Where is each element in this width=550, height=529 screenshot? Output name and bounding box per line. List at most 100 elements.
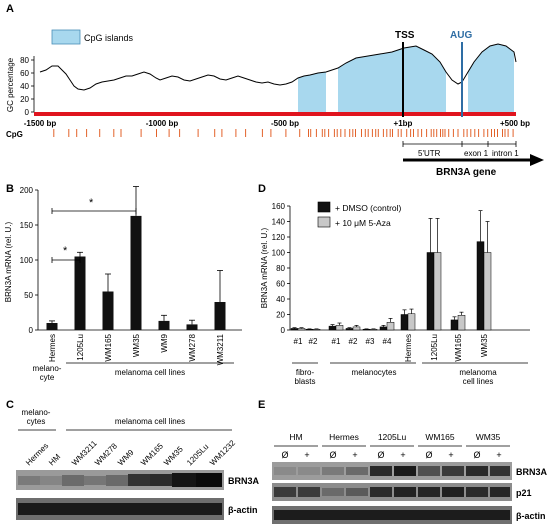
legend-aza-swatch (317, 216, 331, 228)
panel-b-xlabel-1205Lu: 1205Lu (76, 334, 85, 361)
xtick-minus1500: -1500 bp (24, 119, 57, 128)
panel-d-group-melanoma-l2: cell lines (463, 377, 494, 386)
xtick-minus500: -500 bp (271, 119, 299, 128)
panel-a-ytick-60: 60 (20, 69, 29, 78)
treat-minus-1205Lu: Ø (377, 450, 384, 460)
blot-e-brn3a-bands (274, 466, 510, 476)
bar-1205Lu-dmso (426, 252, 435, 331)
cpg-island-legend-swatch (51, 29, 81, 45)
panel-b-xlabel-WM3211: WM3211 (216, 333, 225, 365)
panel-b-yticks: 0 50 100 150 200 (20, 186, 38, 335)
panel-a-yticks: 0 20 40 60 80 (20, 56, 34, 117)
panel-d-ytick-label: 60 (276, 280, 285, 289)
bar-#1-dmso (290, 328, 299, 331)
panel-d-xlabel-#2: #2 (309, 337, 318, 346)
lane-label-HM: HM (47, 452, 62, 467)
blot-e-p21-label: p21 (516, 488, 532, 498)
bar-#2-aza (352, 326, 361, 331)
lane-label-WM9: WM9 (116, 447, 136, 467)
group-label-1205Lu: 1205Lu (378, 432, 407, 442)
bar-WM165-aza (457, 315, 466, 331)
panel-d-xlabel-#4: #4 (383, 337, 392, 346)
panel-a-ytick-0: 0 (25, 108, 30, 117)
panel-a-ytick-20: 20 (20, 95, 29, 104)
xtick-plus1: +1bp (394, 119, 413, 128)
bar-WM35-dmso (476, 241, 485, 331)
lane-label-1205Lu: 1205Lu (185, 442, 210, 467)
bar-WM278 (186, 324, 198, 330)
panel-a-xticks: -1500 bp -1000 bp -500 bp +1bp +500 bp (24, 119, 530, 128)
bar-#2-dmso (345, 328, 354, 331)
panel-d-xlabel-1205Lu: 1205Lu (430, 334, 439, 361)
gene-structure (402, 141, 517, 147)
panel-c-group-melanoma: melanoma cell lines (115, 417, 185, 426)
treat-minus-HM: Ø (281, 450, 288, 460)
panel-e-letter: E (258, 399, 265, 411)
blot-c-actin-bands (18, 503, 222, 515)
legend-dmso-swatch (317, 201, 331, 213)
panel-b-ylabel: BRN3A mRNA (rel. U.) (4, 221, 13, 302)
bar-Hermes-aza (407, 313, 416, 331)
blot-e-brn3a-label: BRN3A (516, 467, 548, 477)
gene-arrow-head (530, 154, 544, 166)
sig-star-1: * (63, 245, 68, 257)
treat-plus-1205Lu: + (400, 450, 405, 460)
panel-d-ytick-label: 80 (276, 264, 285, 273)
bar-WM165-dmso (450, 319, 459, 331)
gene-label: BRN3A gene (436, 167, 497, 178)
panel-d-ytick-label: 100 (272, 249, 286, 258)
treat-plus-Hermes: + (352, 450, 357, 460)
panel-d-ytick-label: 20 (276, 311, 285, 320)
bar-#2-aza (312, 328, 321, 331)
treat-plus-HM: + (304, 450, 309, 460)
panel-d-group-melanocytes: melanocytes (352, 368, 397, 377)
treat-plus-WM35: + (496, 450, 501, 460)
bar-#4-dmso (379, 326, 388, 331)
xtick-minus1000: -1000 bp (146, 119, 179, 128)
panel-d-xlabel-WM35: WM35 (480, 333, 489, 357)
treat-minus-Hermes: Ø (329, 450, 336, 460)
lane-label-WM165: WM165 (139, 441, 165, 467)
panel-d-letter: D (258, 183, 266, 195)
bar-#1-aza (297, 328, 306, 331)
bar-#4-aza (386, 322, 395, 331)
panel-d-group-fibro-l2: blasts (295, 377, 316, 386)
tss-label: TSS (395, 30, 415, 41)
panel-b-ytick-label: 150 (20, 221, 34, 230)
bar-Hermes-dmso (400, 314, 409, 331)
treat-minus-WM165: Ø (425, 450, 432, 460)
panel-b-ytick-label: 100 (20, 256, 34, 265)
panel-d-ytick-label: 40 (276, 295, 285, 304)
intron-label: intron 1 (492, 149, 519, 158)
panel-a-letter: A (6, 3, 14, 15)
aug-label: AUG (450, 30, 472, 41)
legend-dmso-label: + DMSO (control) (335, 203, 402, 213)
panel-d-xlabel-Hermes: Hermes (404, 334, 413, 362)
panel-c-group-melanocytes-l2: cytes (27, 417, 46, 426)
bar-WM35 (130, 215, 142, 330)
sig-bracket-2 (51, 208, 137, 214)
panel-d-group-melanoma-l1: melanoma (459, 368, 497, 377)
blot-c-brn3a-label: BRN3A (228, 476, 260, 486)
panel-b-xlabel-WM9: WM9 (160, 333, 169, 352)
xtick-plus500: +500 bp (500, 119, 530, 128)
exon-label: exon 1 (464, 149, 489, 158)
utr-label: 5'UTR (418, 149, 441, 158)
treat-minus-WM35: Ø (473, 450, 480, 460)
blot-e-actin-label: β-actin (516, 511, 546, 521)
panel-b-xlabel-WM278: WM278 (188, 333, 197, 361)
panel-b-group-melanoma: melanoma cell lines (115, 368, 185, 377)
bar-WM35-aza (483, 252, 492, 331)
cpg-island-2 (338, 46, 446, 112)
panel-c-group-melanocytes-l1: melano- (22, 408, 51, 417)
panel-b-group-melanocyte-l2: cyte (40, 373, 55, 382)
blot-c-brn3a-bands (18, 473, 222, 487)
panel-d-yticks: 0 20 40 60 80 100 120 140 160 (272, 202, 290, 335)
sig-star-2: * (89, 197, 94, 209)
panel-d-bars (290, 210, 492, 331)
panel-d-xlabel-WM165: WM165 (454, 333, 463, 361)
panel-b-ytick-label: 50 (24, 291, 33, 300)
